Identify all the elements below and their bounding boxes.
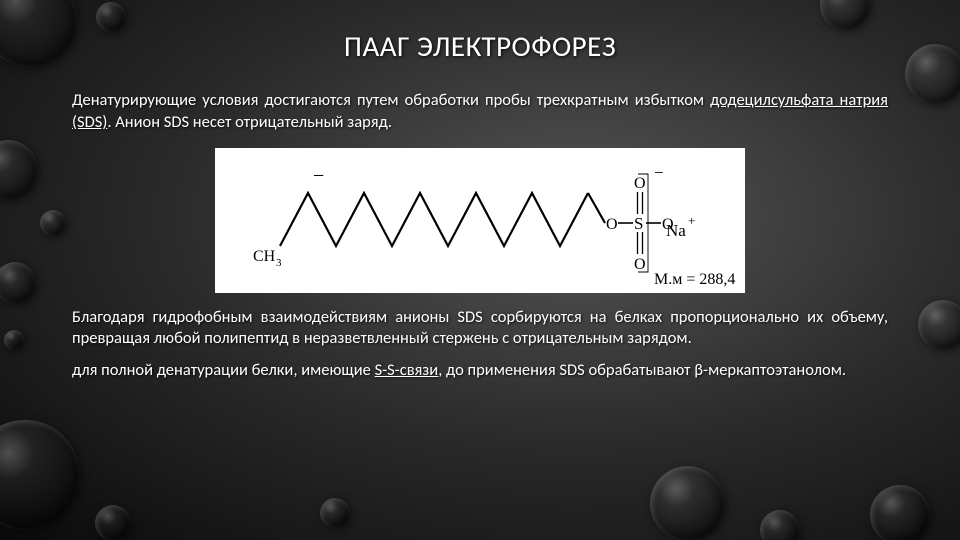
svg-text:O: O	[606, 216, 618, 233]
slide: ПААГ ЭЛЕКТРОФОРЕЗ Денатурирующие условия…	[0, 0, 960, 540]
slide-title: ПААГ ЭЛЕКТРОФОРЕЗ	[72, 28, 888, 64]
svg-text:Na: Na	[666, 221, 686, 240]
p3-text-b: , до применения SDS обрабатывают	[438, 360, 694, 380]
svg-text:3: 3	[276, 257, 282, 269]
svg-text:М.м = 288,4: М.м = 288,4	[654, 271, 735, 288]
p3-text-a: для полной денатурации белки, имеющие	[72, 360, 375, 380]
paragraph-2: Благодаря гидрофобным взаимодействиям ан…	[72, 307, 888, 351]
svg-text:−: −	[654, 163, 664, 182]
svg-text:−: −	[313, 165, 324, 187]
sds-structure-diagram: CH3OSOOO−Na+М.м = 288,4−	[215, 148, 745, 293]
p3-text-c: β-меркаптоэтанолом.	[694, 360, 846, 380]
svg-text:CH: CH	[253, 248, 276, 265]
paragraph-3: для полной денатурации белки, имеющие S-…	[72, 360, 888, 382]
svg-text:O: O	[634, 175, 646, 192]
paragraph-1: Денатурирующие условия достигаются путем…	[72, 90, 888, 134]
p1-text-b: . Анион SDS несет отрицательный заряд.	[107, 112, 392, 132]
p1-text-a: Денатурирующие условия достигаются путем…	[72, 90, 710, 110]
p3-underline: S-S-связи	[375, 360, 439, 380]
svg-text:+: +	[688, 213, 695, 228]
svg-text:S: S	[634, 214, 643, 233]
sds-svg: CH3OSOOO−Na+М.м = 288,4−	[215, 148, 745, 293]
svg-text:O: O	[634, 256, 646, 273]
sds-diagram-container: CH3OSOOO−Na+М.м = 288,4−	[72, 148, 888, 293]
